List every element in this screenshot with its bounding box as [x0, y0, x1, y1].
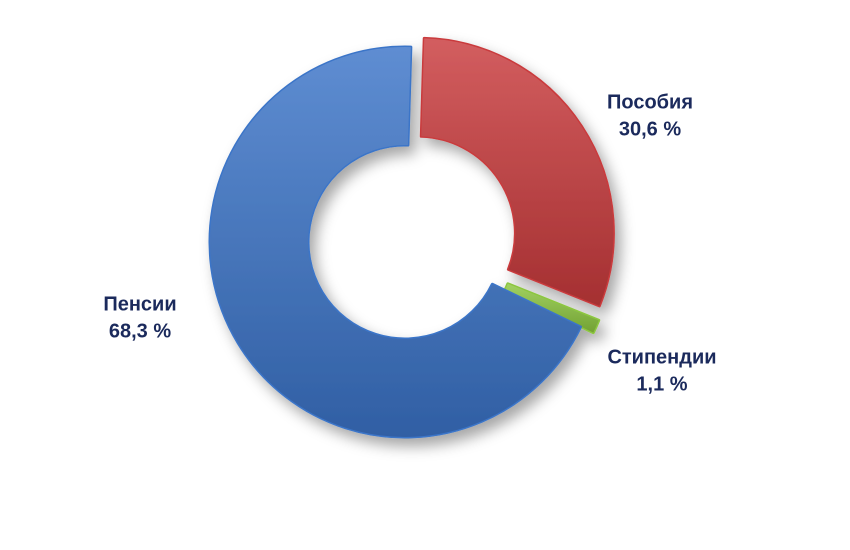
slices	[208, 36, 615, 439]
slice-shade	[421, 38, 614, 306]
slice-shade	[210, 46, 581, 438]
value-label: 1,1 %	[636, 373, 687, 395]
category-label: Стипендии	[607, 346, 716, 368]
value-label: 30,6 %	[619, 118, 681, 140]
category-label: Пособия	[607, 91, 693, 113]
category-label: Пенсии	[103, 293, 176, 315]
value-label: 68,3 %	[109, 320, 171, 342]
slice-shade	[505, 283, 599, 333]
